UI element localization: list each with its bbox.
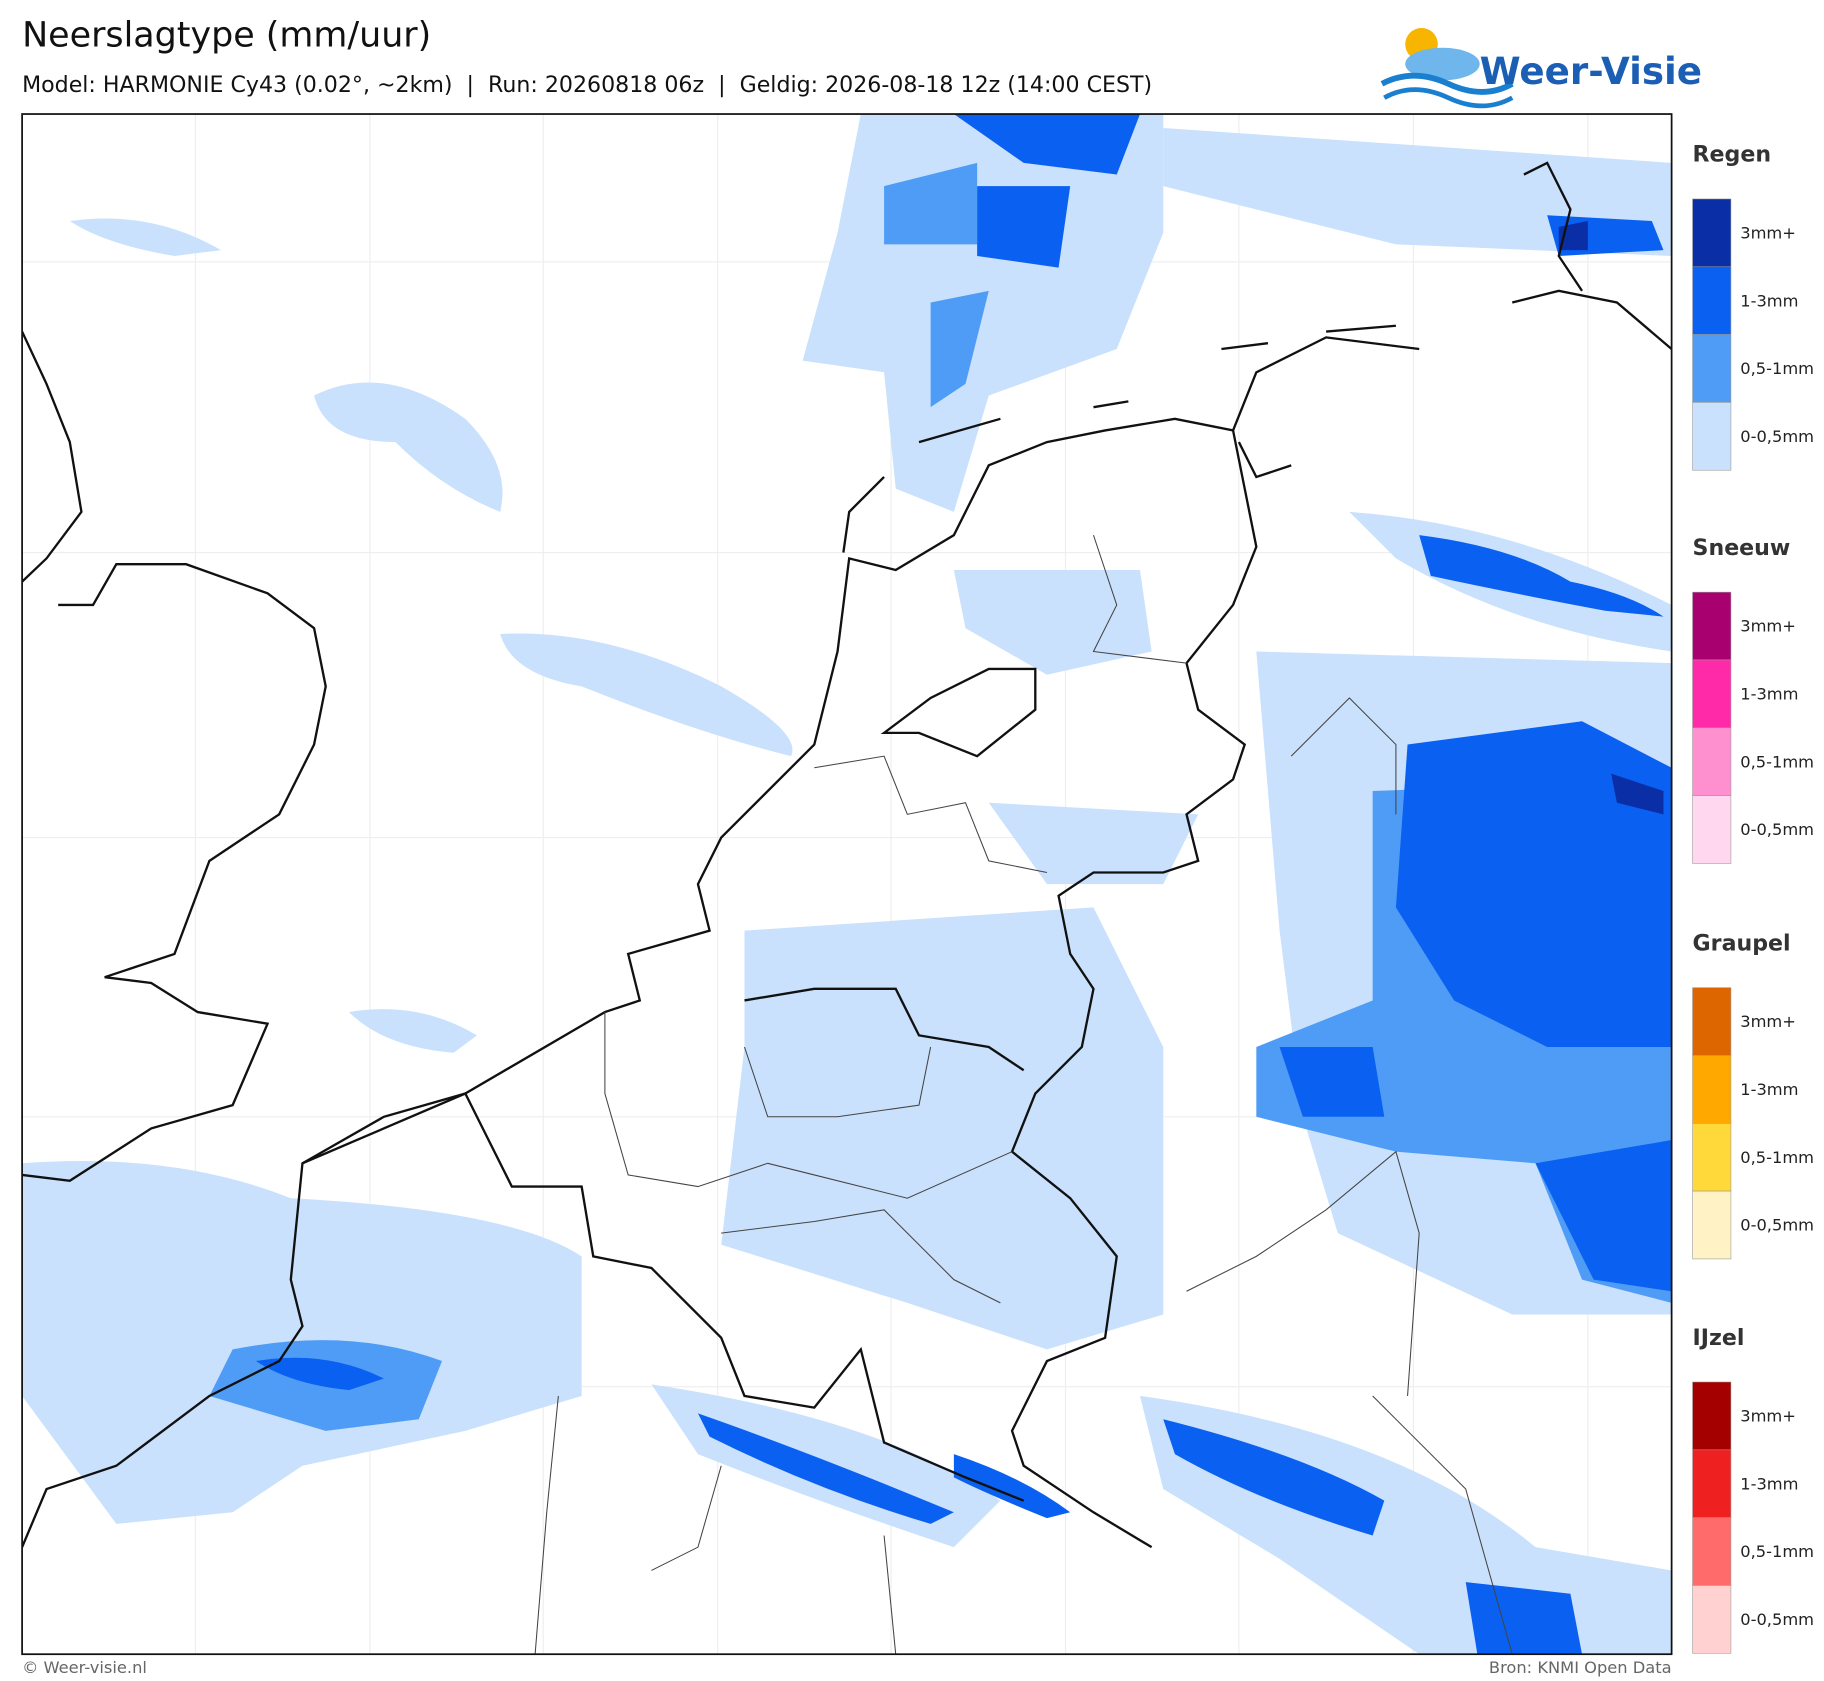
footer-right: Bron: KNMI Open Data	[1489, 1658, 1672, 1677]
legend-swatch	[1692, 334, 1732, 403]
legend-label: 0-0,5mm	[1740, 1216, 1814, 1235]
legend-label: 0,5-1mm	[1740, 752, 1814, 771]
legend-label: 3mm+	[1740, 1012, 1796, 1031]
legend-label: 0,5-1mm	[1740, 1542, 1814, 1561]
logo-text: Weer-Visie	[1480, 49, 1702, 93]
legend-swatch	[1692, 1055, 1732, 1124]
legend-title: Sneeuw	[1693, 535, 1791, 561]
legend-swatch	[1692, 1449, 1732, 1518]
legend-swatch	[1692, 659, 1732, 729]
legend-swatch	[1692, 591, 1732, 661]
legend-swatch	[1692, 1585, 1732, 1654]
subtitle: Model: HARMONIE Cy43 (0.02°, ~2km) | Run…	[22, 72, 1152, 98]
legend-label: 3mm+	[1740, 224, 1796, 243]
legend-label: 3mm+	[1740, 1407, 1796, 1426]
map-frame	[21, 113, 1673, 1656]
legend-label: 1-3mm	[1740, 291, 1798, 310]
legend-label: 3mm+	[1740, 617, 1796, 636]
legend-label: 1-3mm	[1740, 1474, 1798, 1493]
legend-label: 0-0,5mm	[1740, 1610, 1814, 1629]
legend: Regen 3mm+ 1-3mm 0,5-1mm 0-0,5mm Sneeuw 3mm+ 1-…	[1692, 142, 1814, 1654]
legend-swatch	[1692, 1381, 1732, 1451]
legend-swatch	[1692, 402, 1732, 471]
footer-left: © Weer-visie.nl	[22, 1658, 147, 1677]
legend-title: Regen	[1693, 142, 1772, 168]
legend-title: IJzel	[1693, 1325, 1745, 1351]
legend-title: Graupel	[1693, 930, 1791, 956]
logo: Weer-Visie	[1380, 27, 1702, 109]
legend-swatch	[1692, 266, 1732, 335]
legend-label: 0-0,5mm	[1740, 820, 1814, 839]
legend-swatch	[1692, 1517, 1732, 1586]
legend-label: 0,5-1mm	[1740, 1148, 1814, 1167]
legend-swatch	[1692, 1122, 1732, 1192]
map	[22, 114, 1672, 1655]
legend-label: 1-3mm	[1740, 1080, 1798, 1099]
legend-swatch	[1692, 795, 1732, 864]
legend-label: 1-3mm	[1740, 685, 1798, 704]
legend-swatch	[1692, 987, 1732, 1056]
legend-swatch	[1692, 1190, 1732, 1260]
legend-label: 0-0,5mm	[1740, 427, 1814, 446]
legend-label: 0,5-1mm	[1740, 359, 1814, 378]
title: Neerslagtype (mm/uur)	[22, 16, 431, 56]
legend-swatch	[1692, 198, 1732, 268]
legend-swatch	[1692, 727, 1732, 796]
